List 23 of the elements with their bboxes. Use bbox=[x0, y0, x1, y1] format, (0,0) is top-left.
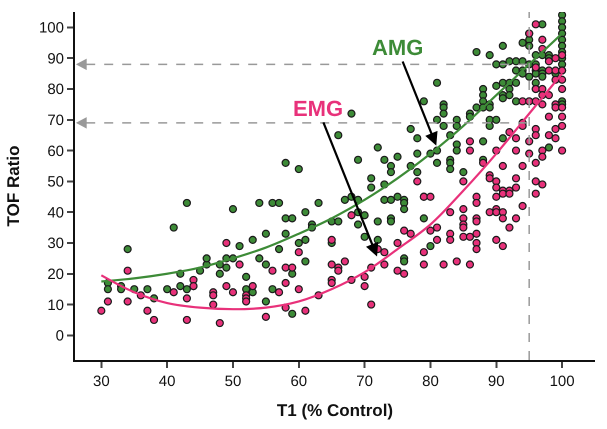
y-tick-label: 40 bbox=[47, 204, 64, 222]
x-tick-label: 80 bbox=[422, 373, 439, 390]
annotation: EMG bbox=[293, 96, 344, 121]
x-tick-label: 90 bbox=[488, 373, 505, 390]
y-tick-label: 50 bbox=[47, 174, 64, 191]
y-tick-label: 90 bbox=[47, 50, 64, 68]
y-axis-title: TOF Ratio bbox=[4, 146, 24, 226]
y-tick-label: 30 bbox=[47, 235, 64, 252]
x-tick-label: 100 bbox=[550, 373, 575, 390]
x-tick-label: 60 bbox=[290, 373, 308, 390]
x-tick-label: 70 bbox=[356, 373, 373, 390]
x-tick-label: 30 bbox=[92, 373, 110, 390]
y-tick-label: 70 bbox=[47, 112, 64, 130]
x-tick-label: 50 bbox=[224, 373, 242, 390]
x-axis-title: T1 (% Control) bbox=[276, 400, 394, 420]
y-tick-label: 60 bbox=[47, 142, 64, 160]
x-tick-label: 40 bbox=[158, 373, 176, 390]
y-tick-label: 10 bbox=[47, 296, 64, 314]
y-tick-label: 80 bbox=[47, 81, 64, 98]
annotation: AMG bbox=[372, 35, 424, 60]
y-tick-label: 20 bbox=[47, 266, 64, 284]
y-tick-label: 0 bbox=[56, 328, 64, 345]
y-tick-label: 100 bbox=[38, 20, 64, 37]
